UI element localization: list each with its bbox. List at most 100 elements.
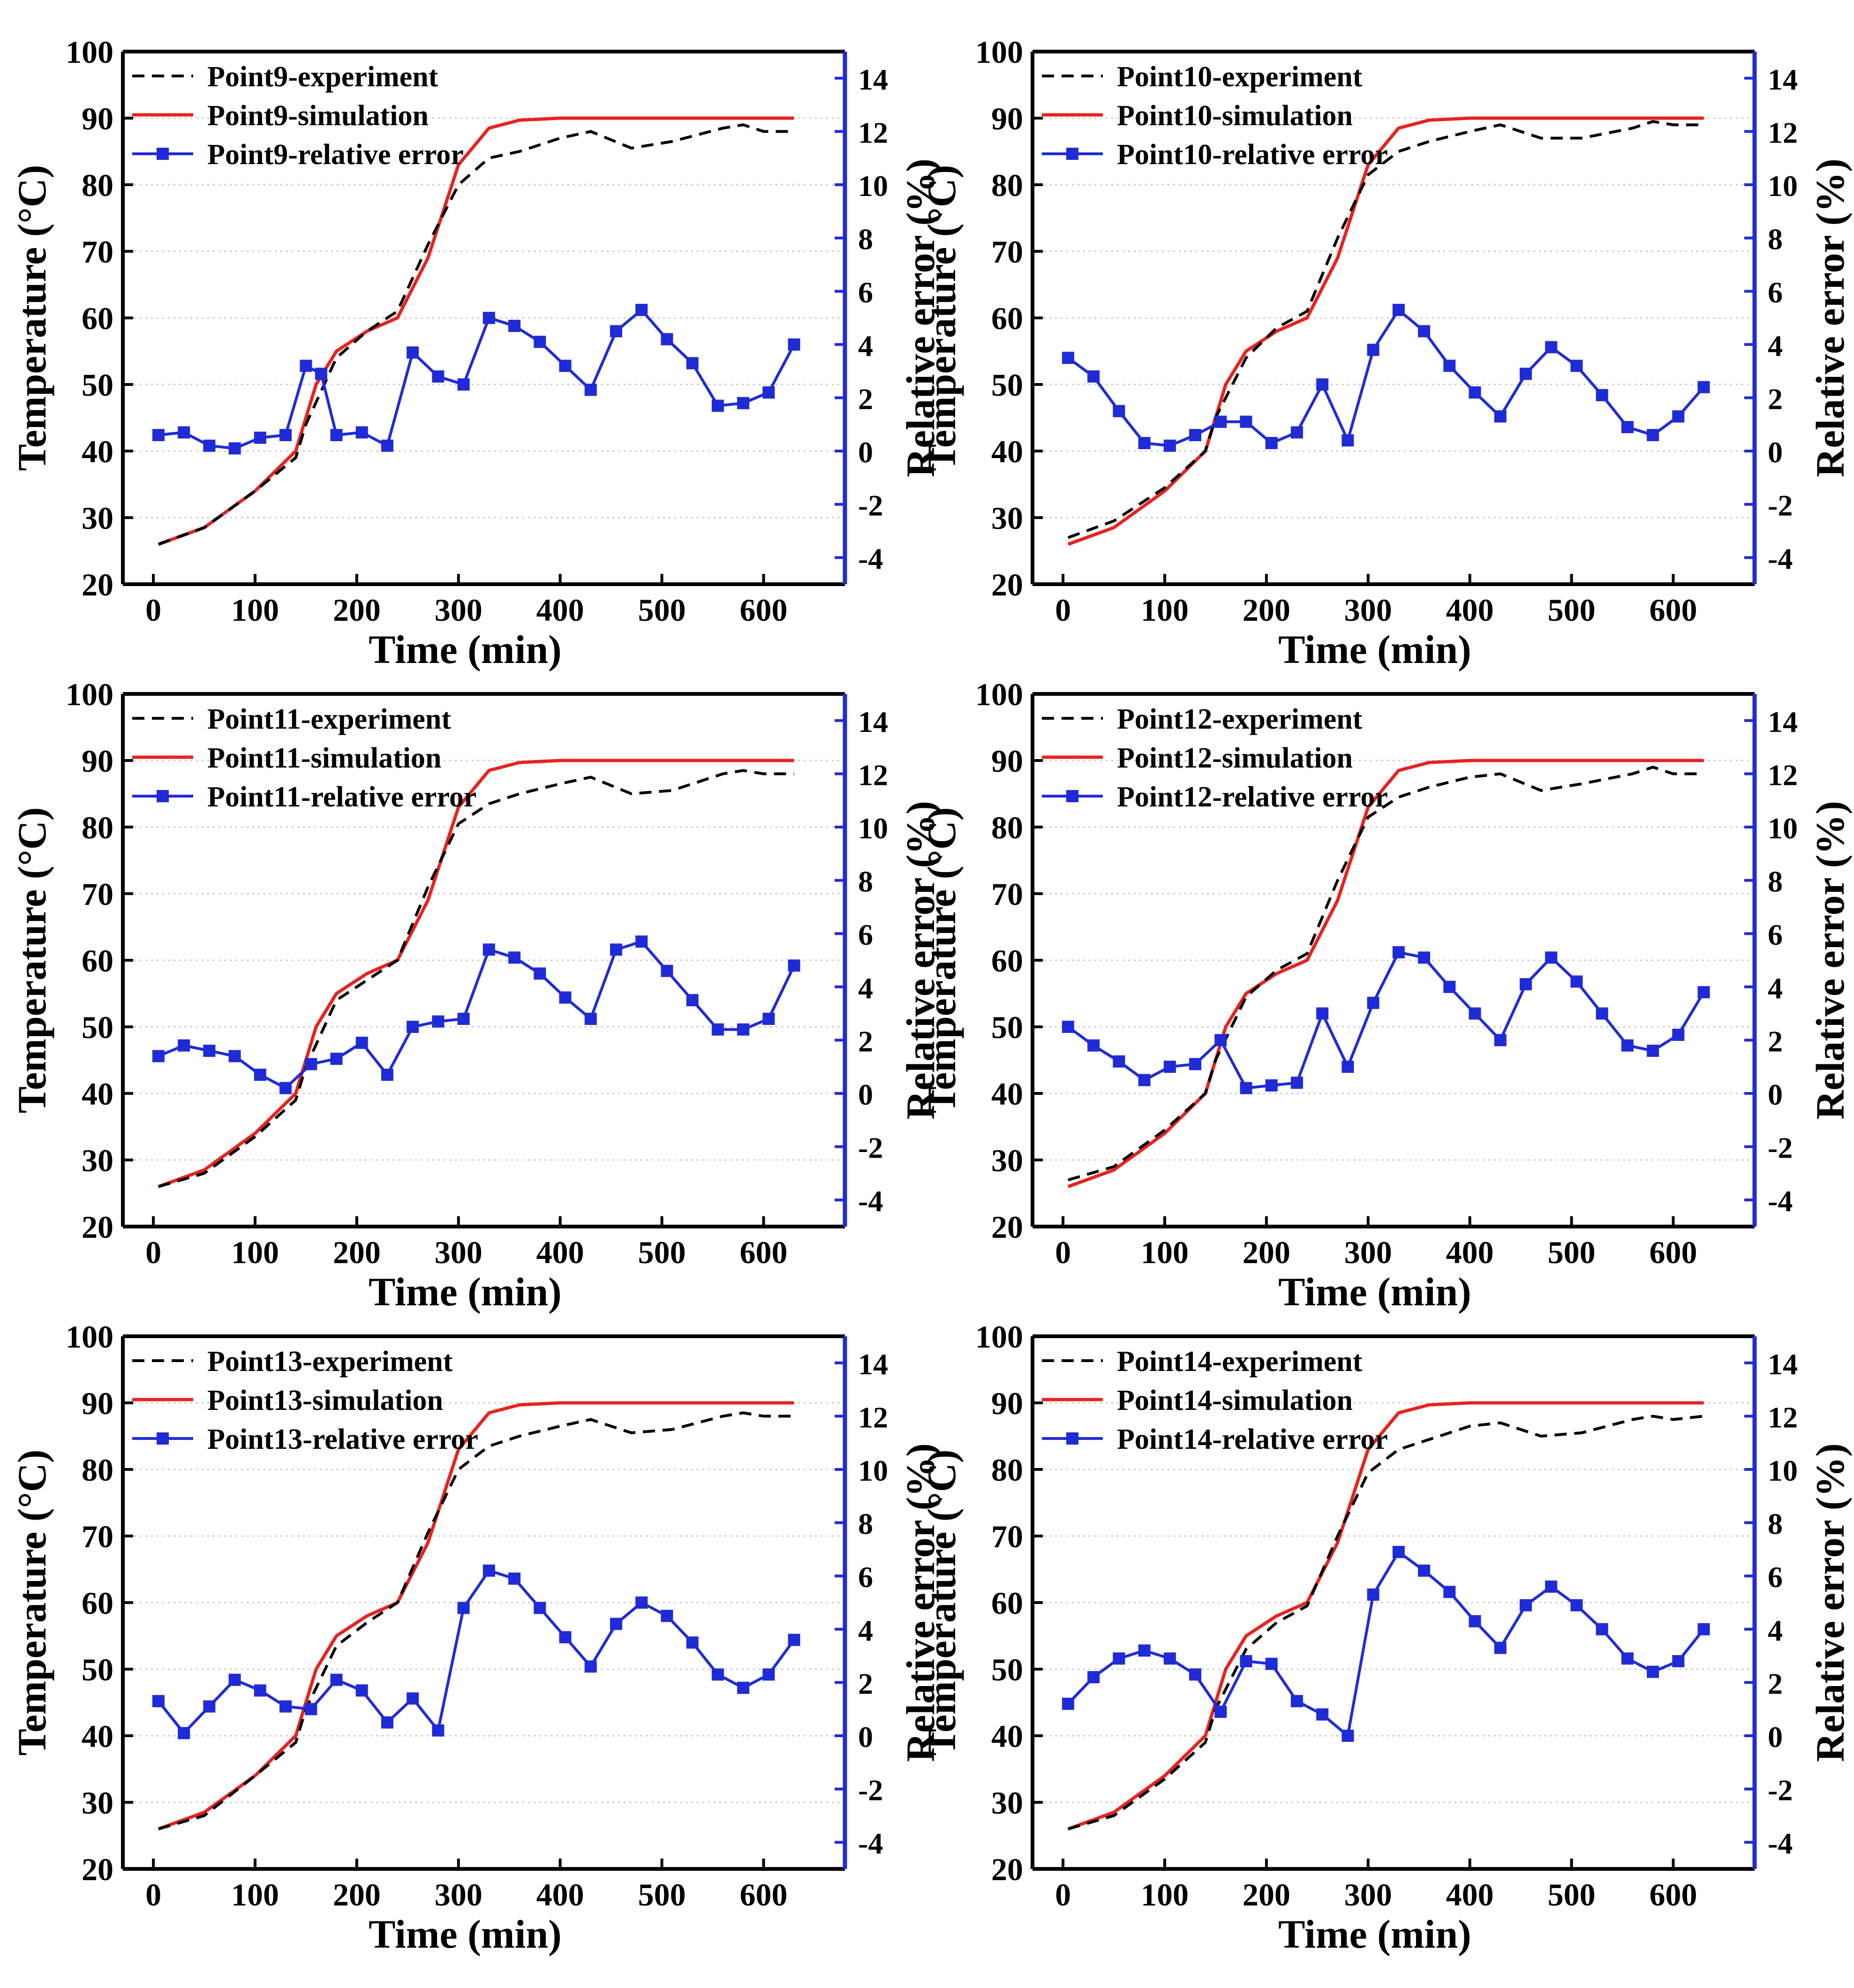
- point13-error-marker: [584, 1660, 597, 1673]
- point12-error-marker: [1342, 1061, 1354, 1073]
- point14-error-marker: [1113, 1652, 1125, 1665]
- legend-label: Point14-relative error: [1117, 1423, 1388, 1455]
- x-tick-label: 300: [435, 1877, 482, 1913]
- point11-error-marker: [407, 1021, 419, 1033]
- y-right-tick-label: 14: [858, 1348, 888, 1381]
- point11-error-marker: [381, 1069, 393, 1081]
- y-left-tick-label: 70: [82, 1519, 113, 1554]
- point13-error-marker: [610, 1618, 622, 1630]
- point9-error-marker: [661, 333, 673, 346]
- x-tick-label: 300: [435, 592, 482, 628]
- legend-label: Point13-relative error: [207, 1423, 478, 1455]
- y-right-tick-label: 6: [1768, 1560, 1783, 1594]
- point12-error-marker: [1265, 1079, 1278, 1092]
- y-left-tick-label: 60: [82, 1585, 113, 1621]
- point11-error-marker: [737, 1023, 750, 1036]
- point10-error-marker: [1316, 378, 1329, 391]
- point14-error-marker: [1265, 1657, 1278, 1670]
- point11-error-marker: [355, 1037, 368, 1049]
- point14-error-marker: [1494, 1642, 1507, 1654]
- point14-error-marker: [1062, 1697, 1074, 1710]
- chart-panels: 0 100 200 300 400 500 6002030405060708090100-4…: [9, 34, 1853, 1957]
- point11-error-marker: [686, 994, 699, 1007]
- point10-error-marker: [1494, 410, 1507, 423]
- y-left-axis-title: Temperature (°C): [9, 807, 54, 1114]
- y-left-tick-label: 80: [991, 810, 1023, 845]
- y-right-tick-label: 4: [858, 1614, 873, 1647]
- y-right-tick-label: 14: [858, 63, 888, 96]
- point14-error-marker: [1189, 1668, 1202, 1681]
- y-right-tick-label: -4: [858, 542, 883, 575]
- point13-error-marker: [457, 1602, 470, 1614]
- point9-error-marker: [762, 386, 775, 399]
- point9-error-marker: [457, 378, 470, 391]
- x-axis-title: Time (min): [369, 627, 562, 672]
- y-left-tick-label: 30: [82, 1143, 113, 1178]
- y-left-tick-label: 80: [82, 167, 113, 203]
- point13-error-marker: [355, 1684, 368, 1697]
- point12-error-marker: [1367, 996, 1379, 1009]
- point9-error-marker: [432, 370, 445, 383]
- x-tick-label: 600: [1649, 1235, 1697, 1270]
- legend-label: Point9-simulation: [207, 100, 429, 132]
- point12-error-marker: [1214, 1034, 1227, 1047]
- point12-error-marker: [1189, 1058, 1202, 1070]
- x-axis-title: Time (min): [369, 1912, 562, 1957]
- x-tick-label: 100: [1141, 1235, 1189, 1270]
- point12-error-marker: [1316, 1007, 1329, 1020]
- point14-error-marker: [1138, 1644, 1151, 1657]
- y-right-tick-label: -2: [858, 489, 883, 522]
- point9-error-marker: [152, 429, 165, 441]
- point13-error-marker: [635, 1596, 648, 1609]
- y-left-tick-label: 60: [991, 301, 1023, 336]
- y-right-tick-label: 0: [1768, 1078, 1783, 1111]
- point13-error-marker: [203, 1700, 216, 1713]
- y-right-tick-label: 8: [858, 1507, 873, 1541]
- y-right-tick-label: 4: [858, 329, 873, 362]
- point14-error-marker: [1519, 1599, 1532, 1611]
- y-left-tick-label: 70: [82, 234, 113, 270]
- y-right-tick-label: 8: [1768, 865, 1783, 898]
- point9-error-marker: [711, 399, 724, 412]
- y-right-tick-label: 0: [858, 436, 873, 469]
- y-right-tick-label: 2: [858, 382, 873, 415]
- x-tick-label: 0: [145, 1877, 161, 1913]
- point13-error-marker: [279, 1700, 292, 1713]
- x-tick-label: 500: [638, 1235, 686, 1270]
- x-tick-label: 100: [1141, 1877, 1189, 1913]
- y-right-tick-label: 2: [1768, 1024, 1783, 1058]
- point14-error-marker: [1087, 1671, 1100, 1684]
- y-left-tick-label: 60: [991, 943, 1023, 979]
- y-right-tick-label: 4: [1768, 971, 1783, 1005]
- y-left-tick-label: 100: [975, 34, 1023, 70]
- point14-error-marker: [1290, 1695, 1303, 1708]
- point9-experiment-line: [158, 123, 794, 546]
- legend-label: Point10-relative error: [1117, 139, 1388, 171]
- point12-error-marker: [1240, 1082, 1252, 1094]
- point12-error-marker: [1672, 1029, 1685, 1041]
- point11-error-marker: [635, 935, 648, 948]
- point13-error-marker: [508, 1572, 521, 1585]
- point9-error-marker: [300, 360, 312, 372]
- legend-label: Point11-experiment: [207, 703, 451, 735]
- y-right-tick-label: 12: [1768, 758, 1798, 791]
- legend-label: Point10-simulation: [1117, 100, 1353, 132]
- point13-error-marker: [711, 1668, 724, 1681]
- y-right-tick-label: -4: [1768, 1184, 1793, 1218]
- point12-error-marker: [1113, 1055, 1125, 1068]
- x-tick-label: 600: [1649, 592, 1697, 628]
- point12-error-marker: [1138, 1074, 1151, 1086]
- point11-error-marker: [762, 1012, 775, 1025]
- x-tick-label: 300: [1344, 592, 1392, 628]
- y-left-tick-label: 40: [991, 1076, 1023, 1112]
- point14-error-marker: [1240, 1655, 1252, 1667]
- point13-error-marker: [788, 1634, 800, 1646]
- legend-swatch-error-marker: [1066, 790, 1078, 802]
- y-left-tick-label: 30: [991, 1785, 1023, 1821]
- y-left-tick-label: 90: [991, 743, 1023, 779]
- point11-error-marker: [610, 943, 622, 956]
- legend-swatch-error-marker: [1066, 148, 1078, 160]
- y-left-tick-label: 80: [991, 1452, 1023, 1488]
- x-tick-label: 400: [536, 592, 584, 628]
- x-tick-label: 500: [638, 1877, 686, 1913]
